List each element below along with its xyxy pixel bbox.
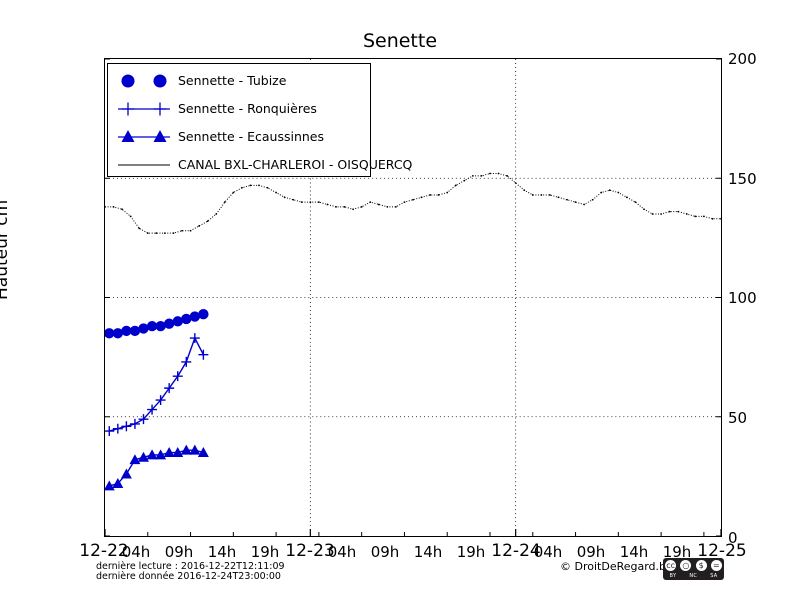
legend-item-tubize: Sennette - Tubize bbox=[108, 67, 370, 95]
legend-marker-triangle bbox=[118, 130, 170, 142]
cc-sa-icon: = bbox=[710, 559, 722, 571]
legend: Sennette - Tubize Sennette - Ronquières … bbox=[107, 63, 412, 179]
x-tick-04h-1: 04h bbox=[121, 543, 151, 561]
x-tick-12-23: 12-23 bbox=[285, 541, 335, 561]
cc-term-by: BY bbox=[669, 573, 677, 579]
x-tick-19h-1: 19h bbox=[250, 543, 280, 561]
x-tick-19h-3: 19h bbox=[662, 543, 692, 561]
chart-canvas bbox=[105, 59, 721, 536]
cc-term-nc: NC bbox=[689, 573, 698, 579]
x-tick-04h-2: 04h bbox=[327, 543, 357, 561]
cc-by-icon: ○ bbox=[680, 559, 692, 571]
x-tick-12-24: 12-24 bbox=[491, 541, 541, 561]
cc-term-sa: SA bbox=[710, 573, 718, 579]
cc-terms: BY NC SA bbox=[663, 572, 724, 580]
legend-label-tubize: Sennette - Tubize bbox=[178, 73, 287, 88]
legend-label-canal: CANAL BXL-CHARLEROI - OISQUERCQ bbox=[178, 157, 413, 172]
cc-icon: cc bbox=[665, 559, 677, 571]
y-tick-200: 200 bbox=[728, 50, 757, 68]
copyright-note: © DroitDeRegard.be bbox=[560, 560, 673, 573]
y-axis-label: Hauteur cm bbox=[0, 199, 12, 300]
y-tick-50: 50 bbox=[728, 409, 748, 427]
x-tick-04h-3: 04h bbox=[533, 543, 563, 561]
legend-marker-line bbox=[118, 164, 170, 166]
last-data-note: dernière donnée 2016-12-24T23:00:00 bbox=[96, 571, 281, 582]
x-tick-09h-2: 09h bbox=[370, 543, 400, 561]
cc-nc-icon: $ bbox=[695, 559, 707, 571]
creative-commons-badge[interactable]: cc ○ $ = BY NC SA bbox=[663, 558, 724, 580]
legend-marker-circle bbox=[121, 74, 167, 88]
y-tick-100: 100 bbox=[728, 289, 757, 307]
page-title: Senette bbox=[362, 30, 438, 52]
last-read-note: dernière lecture : 2016-12-22T12:11:09 bbox=[96, 561, 285, 572]
cc-icons: cc ○ $ = bbox=[663, 558, 724, 572]
legend-marker-plus bbox=[118, 102, 170, 116]
legend-item-canal: CANAL BXL-CHARLEROI - OISQUERCQ bbox=[108, 151, 412, 179]
x-tick-14h-1: 14h bbox=[207, 543, 237, 561]
x-tick-14h-2: 14h bbox=[413, 543, 443, 561]
x-tick-14h-3: 14h bbox=[619, 543, 649, 561]
legend-label-ecaussinnes: Sennette - Ecaussinnes bbox=[178, 129, 325, 144]
x-tick-12-25: 12-25 bbox=[697, 541, 747, 561]
x-tick-09h-3: 09h bbox=[576, 543, 606, 561]
legend-item-ronquieres: Sennette - Ronquières bbox=[108, 95, 370, 123]
legend-label-ronquieres: Sennette - Ronquières bbox=[178, 101, 317, 116]
y-tick-0: 0 bbox=[728, 529, 738, 547]
x-tick-12-22: 12-22 bbox=[79, 541, 129, 561]
x-tick-19h-2: 19h bbox=[456, 543, 486, 561]
x-tick-09h-1: 09h bbox=[164, 543, 194, 561]
legend-item-ecaussinnes: Sennette - Ecaussinnes bbox=[108, 123, 370, 151]
y-tick-150: 150 bbox=[728, 170, 757, 188]
